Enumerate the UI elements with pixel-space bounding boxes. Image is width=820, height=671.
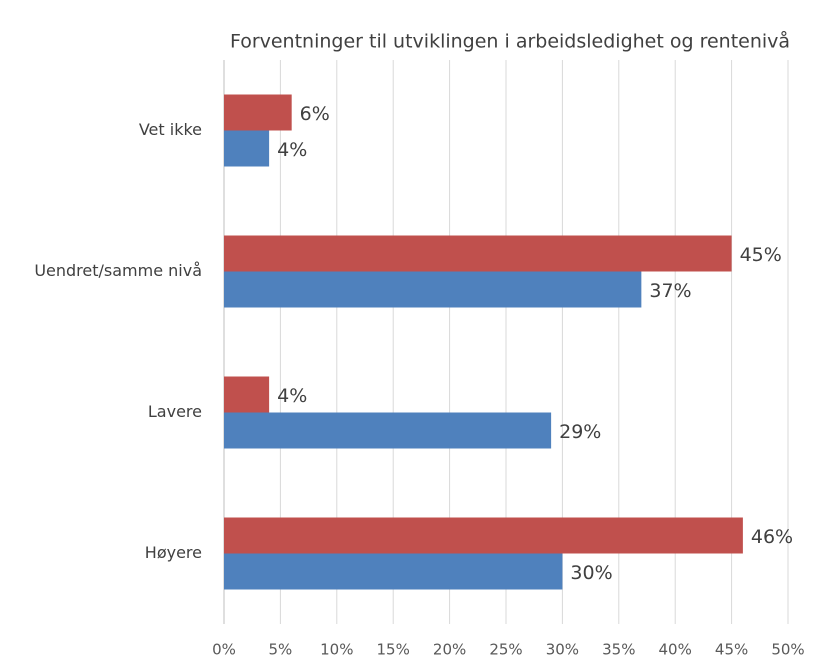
value-label: 6%	[300, 103, 330, 125]
bar	[224, 235, 732, 272]
value-label: 29%	[559, 421, 601, 443]
value-label: 37%	[649, 280, 691, 302]
bar	[224, 376, 270, 413]
y-tick-label: Høyere	[145, 543, 202, 562]
value-label: 4%	[277, 385, 307, 407]
x-tick-label: 50%	[771, 641, 804, 659]
value-label: 30%	[570, 562, 612, 584]
x-tick-label: 25%	[489, 641, 522, 659]
x-tick-label: 15%	[377, 641, 410, 659]
x-tick-label: 0%	[212, 641, 236, 659]
x-tick-label: 20%	[433, 641, 466, 659]
x-tick-label: 30%	[546, 641, 579, 659]
bar	[224, 553, 563, 590]
y-tick-label: Uendret/samme nivå	[34, 261, 202, 280]
y-tick-label: Vet ikke	[139, 120, 202, 139]
x-tick-label: 10%	[320, 641, 353, 659]
x-tick-label: 45%	[715, 641, 748, 659]
bar	[224, 271, 642, 308]
bar	[224, 94, 292, 131]
y-tick-label: Lavere	[148, 402, 202, 421]
x-tick-label: 5%	[269, 641, 293, 659]
bar	[224, 517, 743, 554]
chart-title: Forventninger til utviklingen i arbeidsl…	[230, 30, 790, 53]
value-label: 4%	[277, 139, 307, 161]
value-label: 45%	[740, 244, 782, 266]
bar	[224, 130, 270, 167]
value-label: 46%	[751, 526, 793, 548]
bar	[224, 412, 552, 449]
x-tick-label: 35%	[602, 641, 635, 659]
x-tick-label: 40%	[659, 641, 692, 659]
